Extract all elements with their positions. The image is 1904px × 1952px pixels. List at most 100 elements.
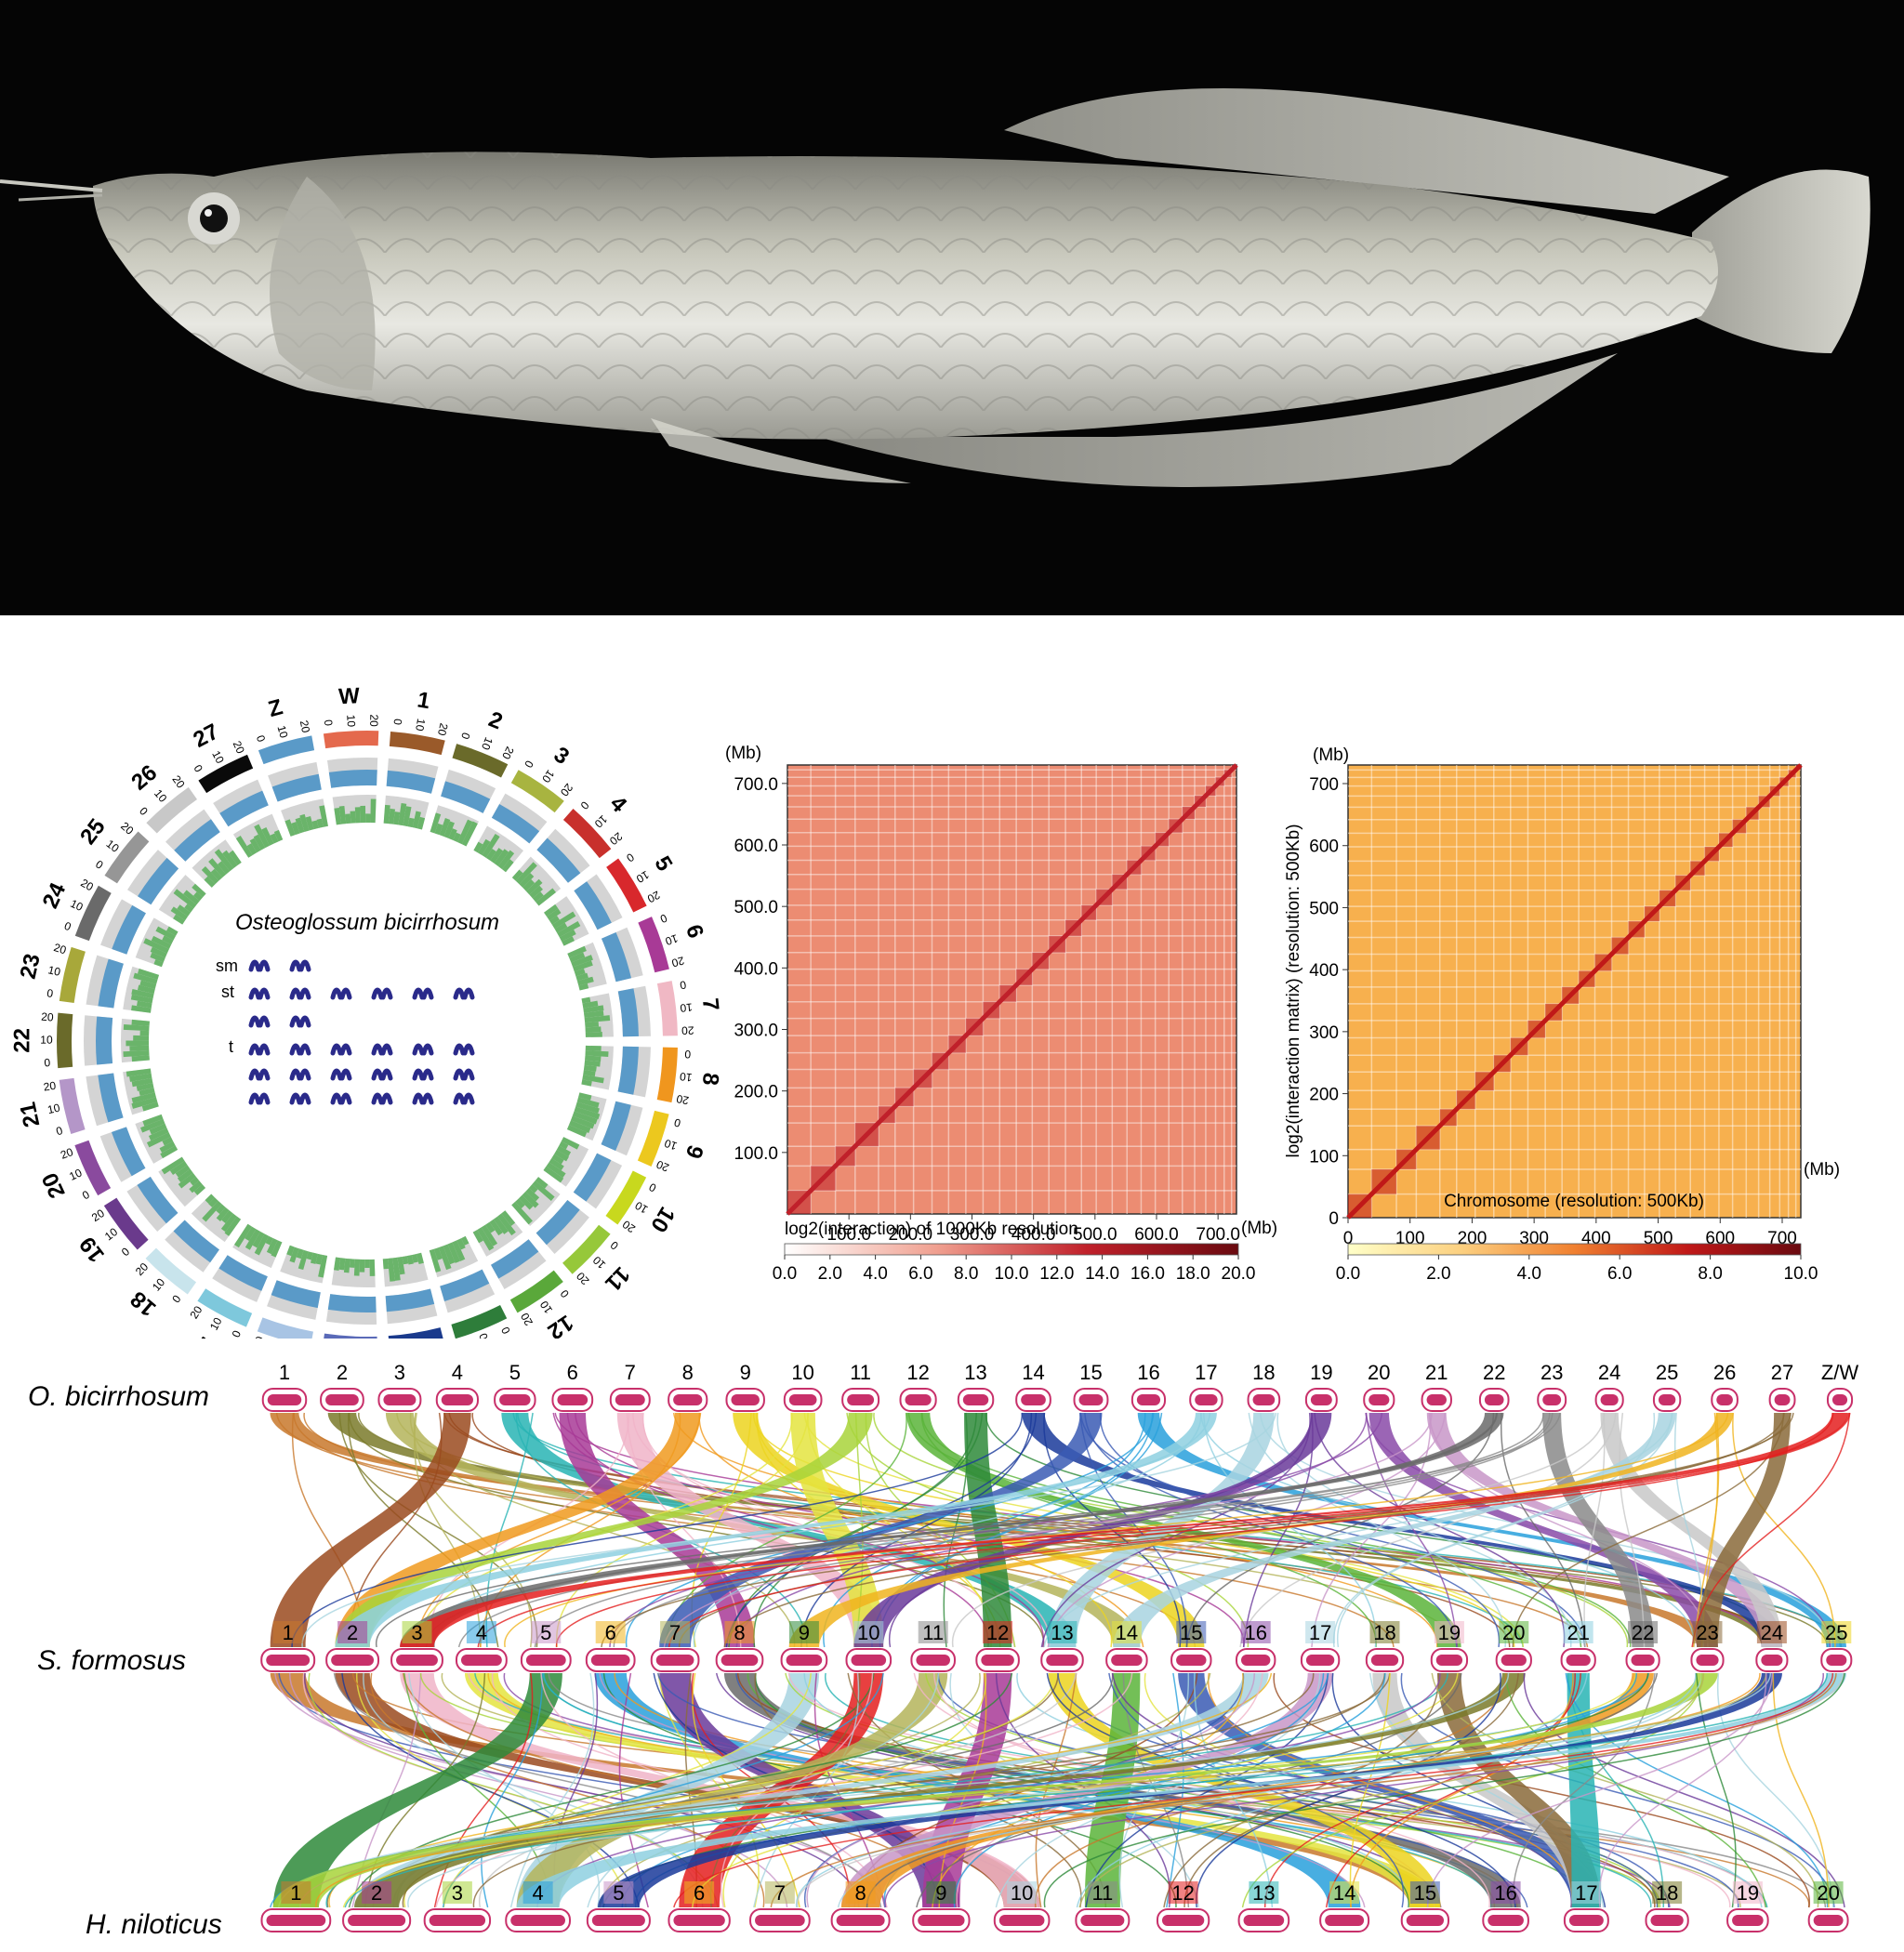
chromosome-glyph [248, 1092, 271, 1105]
synteny-line [663, 1412, 1433, 1648]
middle-chromosome: 18 [1365, 1621, 1405, 1672]
middle-chromosome: 10 [845, 1621, 892, 1672]
synteny-ribbon [853, 1413, 1332, 1647]
label-box [1563, 1621, 1593, 1643]
label-box [466, 1621, 496, 1643]
karyotype-label-t: t [229, 1037, 233, 1056]
repeat-density-bar [448, 828, 457, 840]
chromosome-label: 8 [682, 1361, 694, 1384]
x-tick-label: 300.0 [950, 1225, 995, 1245]
karyotype: sm st t [216, 956, 475, 1105]
colorbar-gradient [784, 1243, 1239, 1256]
bottom-chromosome: 18 [1645, 1881, 1689, 1932]
label-box [1249, 1881, 1279, 1904]
repeat-density-bar [137, 1000, 152, 1009]
synteny-line [1333, 1412, 1655, 1648]
gene-density-track [440, 1269, 490, 1301]
label-box [660, 1621, 691, 1643]
label-box [1821, 1621, 1852, 1643]
repeat-density-bar [403, 806, 412, 827]
repeat-density-bar [559, 1141, 569, 1150]
chromosome-ring [57, 731, 678, 1352]
synteny-line [1242, 1412, 1314, 1648]
repeat-density-bar [126, 1068, 152, 1077]
chromosome-band [451, 1305, 508, 1339]
repeat-density-bar [142, 1114, 164, 1127]
repeat-density-bar [461, 821, 478, 847]
chromosome-label: 8 [734, 1621, 745, 1644]
chromosome-body [1111, 1655, 1143, 1666]
chromosome-glyph [371, 1043, 393, 1056]
gene-density-track [491, 803, 540, 844]
synteny-line [626, 1412, 742, 1648]
chromosome-label: 21 [15, 1100, 45, 1129]
chromosome-label: 4 [533, 1881, 544, 1905]
tick-label: 0 [80, 1188, 92, 1203]
tick-label: 0 [46, 986, 54, 1000]
top-chromosome: 7 [609, 1361, 651, 1412]
chromosome-label: 23 [16, 952, 46, 982]
species-label-middle: S. formosus [37, 1645, 186, 1676]
synteny-line [1208, 1672, 1579, 1908]
diagonal [786, 763, 1238, 1216]
repeat-density-bar [439, 818, 451, 837]
repeat-density-bar [482, 833, 500, 858]
chromosome-label: 16 [1494, 1881, 1516, 1905]
top-chromosome: 24 [1594, 1361, 1624, 1412]
chromosome-body [755, 1915, 805, 1926]
repeat-density-bar [162, 1137, 174, 1146]
label-box [1240, 1621, 1271, 1643]
label-box [724, 1621, 755, 1643]
chromosome-label: 1 [290, 1881, 301, 1905]
chromosome-label: 5 [613, 1881, 624, 1905]
tick-label: 10 [537, 1299, 555, 1316]
top-chromosome: 10 [783, 1361, 823, 1412]
karyotype-label-sm: sm [216, 956, 238, 975]
repeat-density-bar [310, 1252, 318, 1264]
chromosome-label: 7 [697, 996, 723, 1011]
synteny-line [866, 1672, 1659, 1908]
repeat-density-bar [299, 813, 310, 832]
repeat-density-bar [129, 1073, 152, 1082]
chromosome-body [1484, 1394, 1504, 1405]
repeat-density-bar [349, 1259, 355, 1268]
chromosome-label: 3 [549, 742, 574, 770]
chromosome-sector [146, 786, 242, 888]
gene-density-track [573, 1153, 612, 1202]
chromosome-body [918, 1915, 965, 1926]
chromosome-label: 14 [1116, 1621, 1138, 1644]
repeat-density-bar [170, 906, 189, 921]
synteny-line [435, 1672, 1133, 1908]
repeat-density-bar [369, 1259, 376, 1276]
chromosome-label: 19 [1438, 1621, 1461, 1644]
gene-density-track [218, 1255, 268, 1291]
tick-label: 10 [590, 1253, 609, 1272]
synteny-line [673, 1672, 1834, 1908]
gene-density-track [385, 1288, 435, 1312]
chromosome-body [1658, 1394, 1676, 1405]
tick-label: 10 [207, 1315, 225, 1333]
repeat-density-bar [159, 1141, 176, 1154]
chromosome-sector [258, 735, 328, 837]
repeat-density-bar [406, 1255, 414, 1265]
repeat-density-bar [452, 1240, 466, 1261]
chromosome-label: 7 [669, 1621, 681, 1644]
tick-label: 10 [664, 931, 680, 948]
chromosome-body [1021, 1394, 1046, 1405]
synteny-ribbon [1368, 1413, 1718, 1647]
synteny-line [556, 1412, 809, 1648]
chromosome-glyph [412, 1092, 434, 1105]
chromosome-label: 2 [337, 1361, 348, 1384]
colorbar: 0.0 2.0 4.0 6.0 8.0 10.0 [1336, 1243, 1818, 1284]
repeat-density-bar [265, 1235, 273, 1246]
repeat-density-bar [575, 972, 588, 982]
chromosome-label: 12 [906, 1361, 929, 1384]
chromosome-label: 21 [1425, 1361, 1448, 1384]
repeat-density-bar [575, 1101, 600, 1114]
synteny-ribbon [516, 1673, 948, 1907]
repeat-density-bar [535, 1177, 549, 1189]
synteny-line [937, 1672, 1659, 1908]
chromosome-body [1195, 1394, 1218, 1405]
label-box [1409, 1881, 1440, 1904]
repeat-density-bar [382, 1258, 390, 1270]
